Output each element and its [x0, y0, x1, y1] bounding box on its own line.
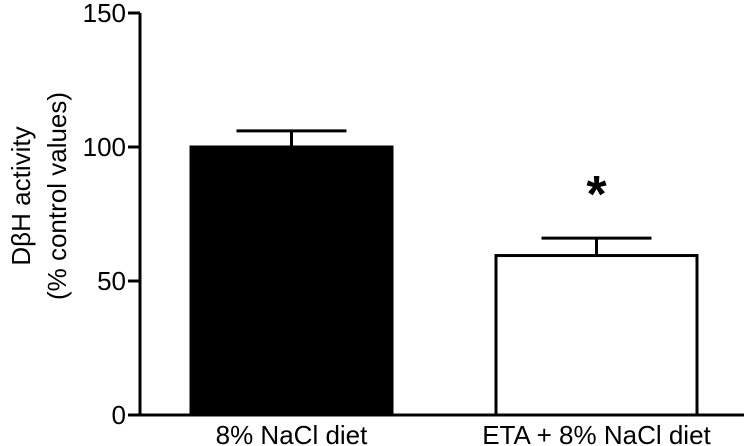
- bar: [494, 254, 699, 417]
- x-category-label: 8% NaCl diet: [216, 420, 369, 446]
- y-tick-label: 150: [83, 0, 126, 28]
- y-axis-label-line-1: DβH activity: [6, 126, 36, 265]
- x-axis: 8% NaCl diet ETA + 8% NaCl diet: [138, 413, 744, 446]
- significance-asterisk: *: [586, 166, 607, 224]
- y-tick-label: 0: [112, 400, 126, 430]
- y-tick-label: 50: [97, 266, 126, 296]
- x-category-label: ETA + 8% NaCl diet: [482, 420, 711, 446]
- bars: *: [189, 129, 699, 417]
- y-axis-label-line-2: (% control values): [42, 92, 72, 300]
- bar: [189, 145, 394, 417]
- y-tick-label: 100: [83, 132, 126, 162]
- y-axis: 0 50 100 150: [83, 0, 142, 430]
